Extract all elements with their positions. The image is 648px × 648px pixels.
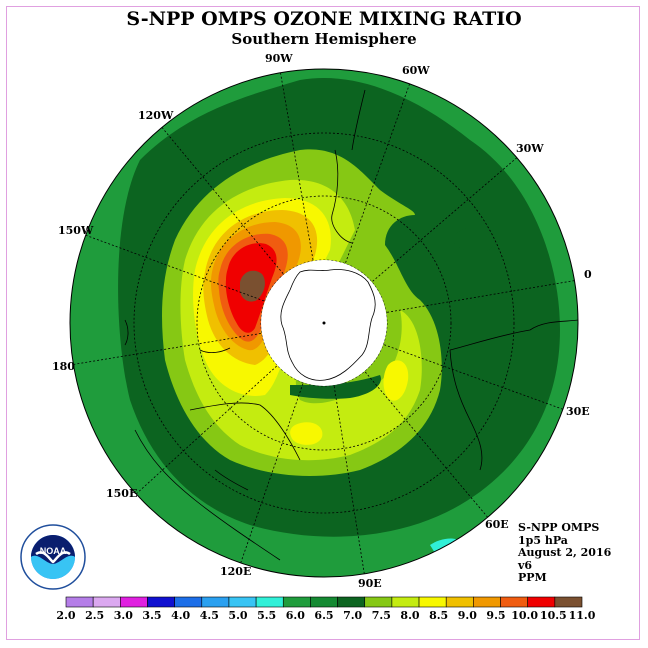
lon-label-60e: 60E [485,518,509,531]
colorbar-tick-label: 5.5 [257,609,277,622]
lon-label-0: 0 [584,268,592,281]
lon-label-90e: 90E [358,577,382,590]
colorbar-tick-label: 10.0 [511,609,539,622]
lon-label-120w: 120W [138,109,174,122]
info-date: August 2, 2016 [518,546,612,559]
colorbar-swatch [364,596,393,608]
colorbar-swatch [500,596,528,608]
colorbar-swatch [391,596,420,608]
colorbar-swatch [418,596,447,608]
colorbar-tick-label: 7.5 [371,609,391,622]
graticule [70,69,578,577]
colorbar-tick-label: 9.5 [486,609,506,622]
colorbar-swatch [174,596,203,608]
ozone-band-7.0-tongue [290,375,381,399]
colorbar-swatch [310,596,338,608]
colorbar-swatch [445,596,474,608]
colorbar-swatch [473,596,501,608]
colorbar-tick-label: 6.5 [314,609,334,622]
lon-label-30e: 30E [566,405,590,418]
lon-label-120e: 120E [220,565,252,578]
colorbar-tick-label: 9.0 [457,609,477,622]
noaa-logo-text: NOAA [40,546,67,556]
colorbar-tick-label: 8.5 [429,609,449,622]
antarctica-coastline [280,269,376,381]
lon-label-90w: 90W [265,52,293,65]
colorbar-tick-label: 11.0 [568,609,596,622]
lon-label-150e: 150E [106,487,138,500]
colorbar-swatch [201,596,230,608]
colorbar-swatch [282,596,311,608]
map-subtitle: Southern Hemisphere [231,30,417,48]
colorbar-tick-label: 10.5 [539,609,567,622]
colorbar-tick-label: 4.5 [199,609,219,622]
colorbar-tick-label: 4.0 [171,609,191,622]
ozone-band-11.0 [240,270,265,302]
colorbar-swatch [228,596,257,608]
info-instrument: S-NPP OMPS [518,521,600,534]
ozone-band-7.0-patch [453,226,495,253]
info-version: v6 [518,558,533,572]
colorbar-tick-label: 7.0 [343,609,363,622]
lon-label-30w: 30W [516,142,544,155]
info-pressure-level: 1p5 hPa [518,533,568,547]
colorbar-tick-label: 8.0 [400,609,420,622]
info-units: PPM [518,571,547,584]
colorbar-swatch [65,596,94,608]
noaa-logo: NOAA [20,524,86,590]
colorbar-swatch [337,596,366,608]
map-boundary [69,68,579,578]
ozone-band-8.5-south [290,422,323,445]
data-info-block: S-NPP OMPS 1p5 hPa August 2, 2016 v6 PPM [518,521,612,585]
lon-label-60w: 60W [402,64,430,77]
lon-label-180: 180 [52,360,75,373]
colorbar-tick-label: 5.0 [228,609,248,622]
coastlines [124,89,578,561]
colorbar-swatch [255,596,284,608]
lon-label-150w: 150W [58,224,94,237]
map-title: S-NPP OMPS OZONE MIXING RATIO [126,8,522,30]
colorbar-tick-label: 2.5 [85,609,105,622]
colorbar-swatch [147,596,175,608]
colorbar-swatch [527,596,556,608]
colorbar-tick-label: 3.5 [142,609,162,622]
ozone-band-8.5-east [383,360,409,401]
colorbar-tick-label: 3.0 [113,609,133,622]
colorbar-swatch [554,596,583,608]
colorbar-tick-label: 6.0 [285,609,305,622]
south-pole-marker [322,321,326,325]
figure-frame [6,6,640,640]
colorbar-swatch [120,596,148,608]
colorbar-swatch [92,596,121,608]
colorbar-tick-label: 2.0 [56,609,76,622]
